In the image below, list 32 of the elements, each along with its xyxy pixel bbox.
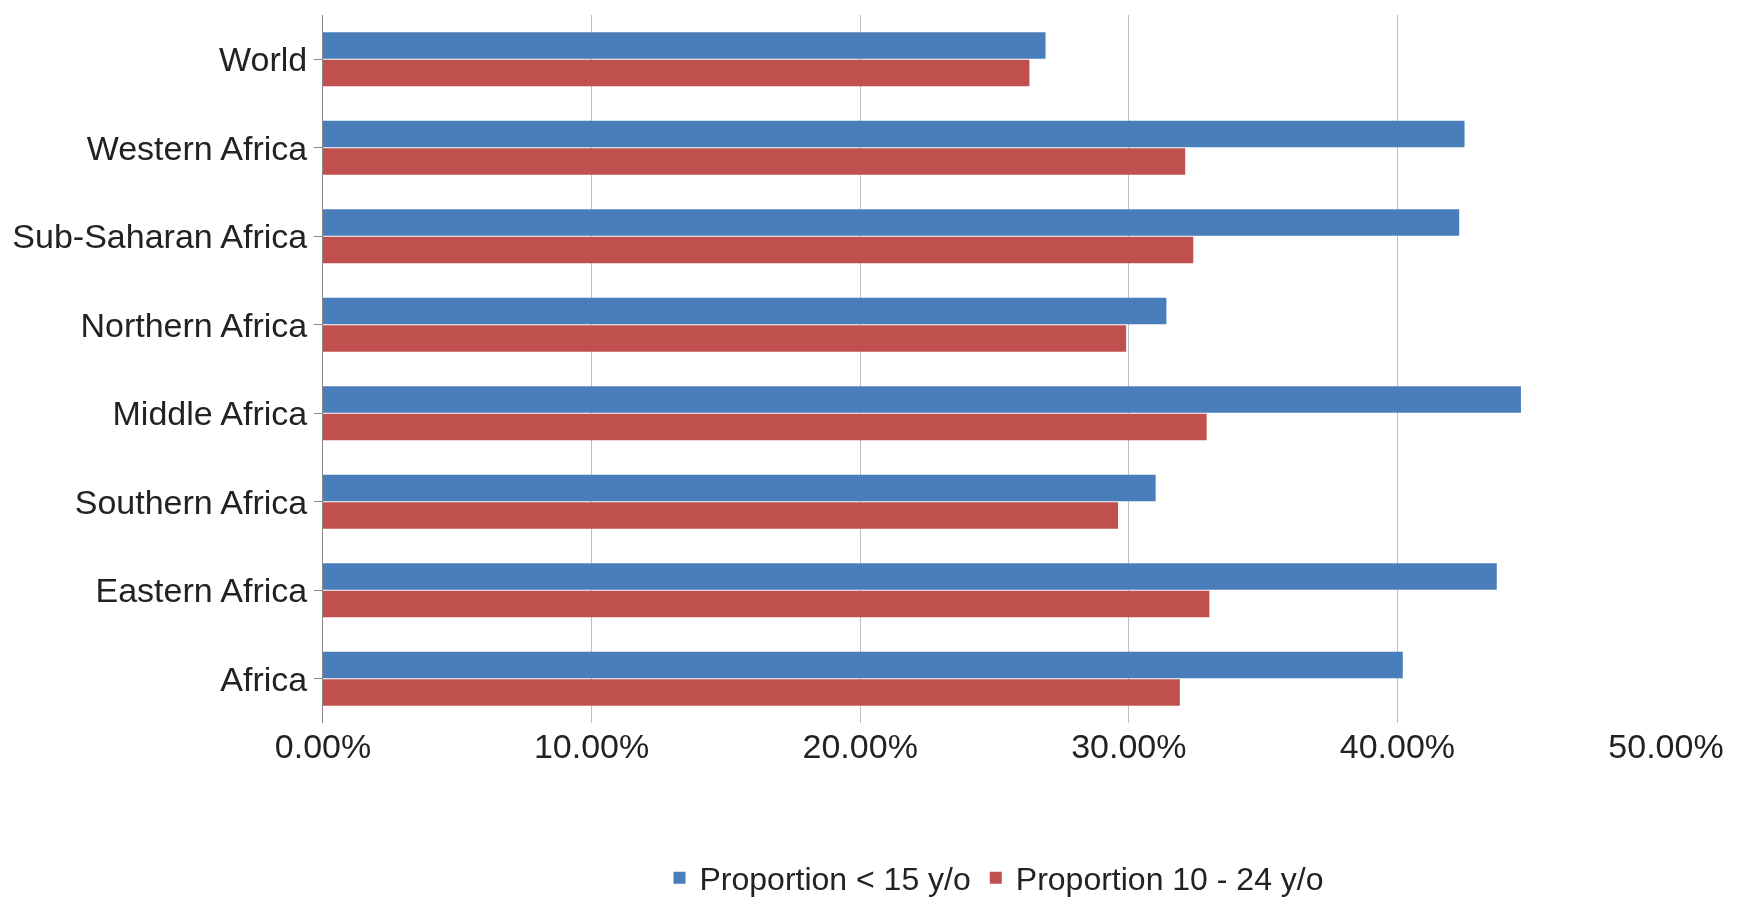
bar [323, 148, 1186, 175]
x-tick-label: 10.00% [533, 727, 650, 765]
x-tick-label: 40.00% [1339, 727, 1456, 765]
bar [323, 590, 1210, 618]
bar [323, 120, 1465, 148]
bar [323, 297, 1167, 325]
legend-label: Proportion 10 - 24 y/o [1015, 861, 1324, 898]
bar [323, 209, 1460, 236]
bar [323, 236, 1194, 264]
y-tick-label: Africa [220, 659, 308, 698]
bar [323, 502, 1119, 529]
x-tick-label: 20.00% [802, 727, 918, 765]
y-tick-label: Southern Africa [74, 482, 308, 521]
bar [323, 59, 1030, 87]
bar [323, 651, 1403, 679]
bar [323, 386, 1521, 413]
bar [323, 563, 1497, 590]
bar [323, 474, 1156, 502]
bar [323, 679, 1180, 706]
bar [323, 325, 1127, 352]
x-tick-label: 30.00% [1071, 727, 1187, 765]
bar [323, 413, 1207, 441]
y-tick-label: Northern Africa [80, 305, 308, 344]
x-tick-label: 50.00% [1608, 727, 1724, 765]
y-tick-label: Sub-Saharan Africa [12, 217, 308, 256]
y-tick-label: World [219, 40, 308, 79]
y-tick-label: Middle Africa [112, 394, 308, 433]
y-tick-label: Eastern Africa [95, 571, 308, 610]
y-tick-label: Western Africa [86, 128, 308, 167]
legend-label: Proportion < 15 y/o [699, 861, 971, 898]
bar [323, 32, 1046, 59]
x-tick-label: 0.00% [274, 727, 372, 765]
